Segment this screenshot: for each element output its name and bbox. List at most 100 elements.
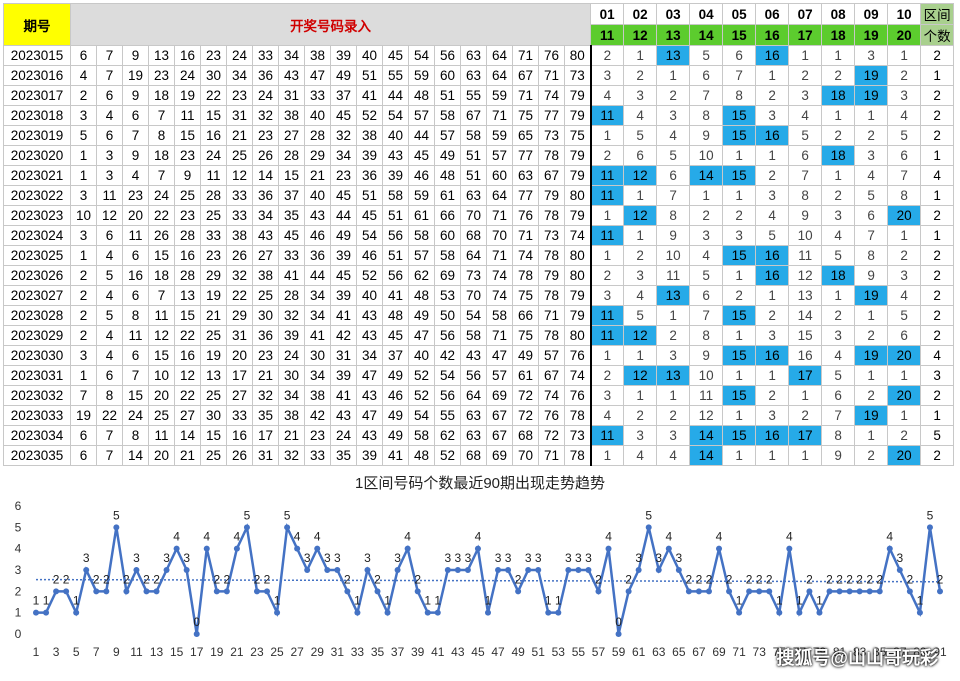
zone-cell[interactable]: 1 <box>755 285 790 306</box>
period-cell[interactable]: 2023017 <box>3 85 71 106</box>
zone-cell[interactable]: 16 <box>755 265 790 286</box>
drawn-number-cell[interactable]: 28 <box>278 145 305 166</box>
drawn-number-cell[interactable]: 72 <box>512 385 539 406</box>
drawn-number-cell[interactable]: 46 <box>408 165 435 186</box>
drawn-number-cell[interactable]: 39 <box>330 245 357 266</box>
zone-cell[interactable]: 1 <box>623 225 658 246</box>
zone-cell[interactable]: 10 <box>656 245 691 266</box>
zone-cell[interactable]: 1 <box>821 165 856 186</box>
zone-cell[interactable]: 2 <box>854 385 889 406</box>
drawn-number-cell[interactable]: 1 <box>70 145 97 166</box>
zone-cell[interactable]: 20 <box>887 385 922 406</box>
zone-cell[interactable]: 1 <box>821 105 856 126</box>
drawn-number-cell[interactable]: 75 <box>512 105 539 126</box>
period-cell[interactable]: 2023024 <box>3 225 71 246</box>
drawn-number-cell[interactable]: 79 <box>563 165 592 186</box>
zone-cell[interactable]: 6 <box>623 145 658 166</box>
drawn-number-cell[interactable]: 35 <box>252 405 279 426</box>
drawn-number-cell[interactable]: 41 <box>382 285 409 306</box>
zone-cell[interactable]: 13 <box>656 45 691 66</box>
zone-cell[interactable]: 5 <box>623 305 658 326</box>
drawn-number-cell[interactable]: 30 <box>304 345 331 366</box>
zone-cell[interactable]: 18 <box>821 145 856 166</box>
zone-cell[interactable]: 1 <box>656 305 691 326</box>
zone-cell[interactable]: 6 <box>788 145 823 166</box>
drawn-number-cell[interactable]: 36 <box>252 65 279 86</box>
drawn-number-cell[interactable]: 75 <box>512 285 539 306</box>
drawn-number-cell[interactable]: 7 <box>148 165 175 186</box>
count-cell[interactable]: 1 <box>920 65 955 86</box>
drawn-number-cell[interactable]: 67 <box>512 65 539 86</box>
drawn-number-cell[interactable]: 43 <box>330 405 357 426</box>
zone-cell[interactable]: 7 <box>689 85 724 106</box>
drawn-number-cell[interactable]: 23 <box>252 125 279 146</box>
zone-cell[interactable]: 3 <box>887 85 922 106</box>
drawn-number-cell[interactable]: 79 <box>563 145 592 166</box>
drawn-number-cell[interactable]: 1 <box>70 245 97 266</box>
zone-cell[interactable]: 2 <box>755 85 790 106</box>
drawn-number-cell[interactable]: 78 <box>538 205 565 226</box>
drawn-number-cell[interactable]: 44 <box>382 85 409 106</box>
drawn-number-cell[interactable]: 27 <box>174 405 201 426</box>
zone-cell[interactable]: 1 <box>722 145 757 166</box>
zone-cell[interactable]: 5 <box>821 245 856 266</box>
drawn-number-cell[interactable]: 39 <box>330 365 357 386</box>
drawn-number-cell[interactable]: 56 <box>382 265 409 286</box>
drawn-number-cell[interactable]: 49 <box>382 405 409 426</box>
drawn-number-cell[interactable]: 15 <box>278 165 305 186</box>
drawn-number-cell[interactable]: 80 <box>563 245 592 266</box>
zone-cell[interactable]: 12 <box>623 165 658 186</box>
zone-cell[interactable]: 7 <box>689 305 724 326</box>
drawn-number-cell[interactable]: 14 <box>174 425 201 446</box>
zone-cell[interactable]: 20 <box>887 345 922 366</box>
drawn-number-cell[interactable]: 38 <box>226 225 253 246</box>
drawn-number-cell[interactable]: 77 <box>538 105 565 126</box>
drawn-number-cell[interactable]: 7 <box>70 385 97 406</box>
drawn-number-cell[interactable]: 1 <box>70 365 97 386</box>
drawn-number-cell[interactable]: 31 <box>226 105 253 126</box>
drawn-number-cell[interactable]: 45 <box>330 265 357 286</box>
drawn-number-cell[interactable]: 44 <box>330 205 357 226</box>
drawn-number-cell[interactable]: 34 <box>304 285 331 306</box>
drawn-number-cell[interactable]: 74 <box>563 225 592 246</box>
drawn-number-cell[interactable]: 15 <box>200 105 227 126</box>
drawn-number-cell[interactable]: 34 <box>330 145 357 166</box>
drawn-number-cell[interactable]: 16 <box>226 425 253 446</box>
zone-cell[interactable]: 1 <box>854 105 889 126</box>
drawn-number-cell[interactable]: 58 <box>486 305 513 326</box>
zone-cell[interactable]: 7 <box>887 165 922 186</box>
zone-cell[interactable]: 1 <box>722 445 757 466</box>
zone-cell[interactable]: 2 <box>589 45 625 66</box>
zone-cell[interactable]: 2 <box>854 445 889 466</box>
drawn-number-cell[interactable]: 74 <box>538 385 565 406</box>
drawn-number-cell[interactable]: 4 <box>122 165 149 186</box>
zone-cell[interactable]: 11 <box>589 185 625 206</box>
zone-cell[interactable]: 2 <box>656 85 691 106</box>
zone-cell[interactable]: 1 <box>656 65 691 86</box>
zone-cell[interactable]: 1 <box>689 185 724 206</box>
drawn-number-cell[interactable]: 12 <box>96 205 123 226</box>
drawn-number-cell[interactable]: 70 <box>460 205 487 226</box>
zone-cell[interactable]: 7 <box>656 185 691 206</box>
zone-cell[interactable]: 3 <box>623 425 658 446</box>
period-cell[interactable]: 2023027 <box>3 285 71 306</box>
zone-cell[interactable]: 6 <box>821 385 856 406</box>
drawn-number-cell[interactable]: 49 <box>408 305 435 326</box>
drawn-number-cell[interactable]: 19 <box>70 405 97 426</box>
drawn-number-cell[interactable]: 16 <box>174 45 201 66</box>
drawn-number-cell[interactable]: 22 <box>226 285 253 306</box>
period-cell[interactable]: 2023031 <box>3 365 71 386</box>
zone-cell[interactable]: 16 <box>755 245 790 266</box>
drawn-number-cell[interactable]: 25 <box>200 205 227 226</box>
drawn-number-cell[interactable]: 57 <box>486 145 513 166</box>
drawn-number-cell[interactable]: 33 <box>226 205 253 226</box>
drawn-number-cell[interactable]: 60 <box>486 165 513 186</box>
drawn-number-cell[interactable]: 57 <box>408 105 435 126</box>
drawn-number-cell[interactable]: 73 <box>563 65 592 86</box>
drawn-number-cell[interactable]: 7 <box>122 125 149 146</box>
drawn-number-cell[interactable]: 12 <box>226 165 253 186</box>
zone-cell[interactable]: 1 <box>854 425 889 446</box>
drawn-number-cell[interactable]: 54 <box>382 105 409 126</box>
drawn-number-cell[interactable]: 3 <box>70 345 97 366</box>
drawn-number-cell[interactable]: 18 <box>148 265 175 286</box>
